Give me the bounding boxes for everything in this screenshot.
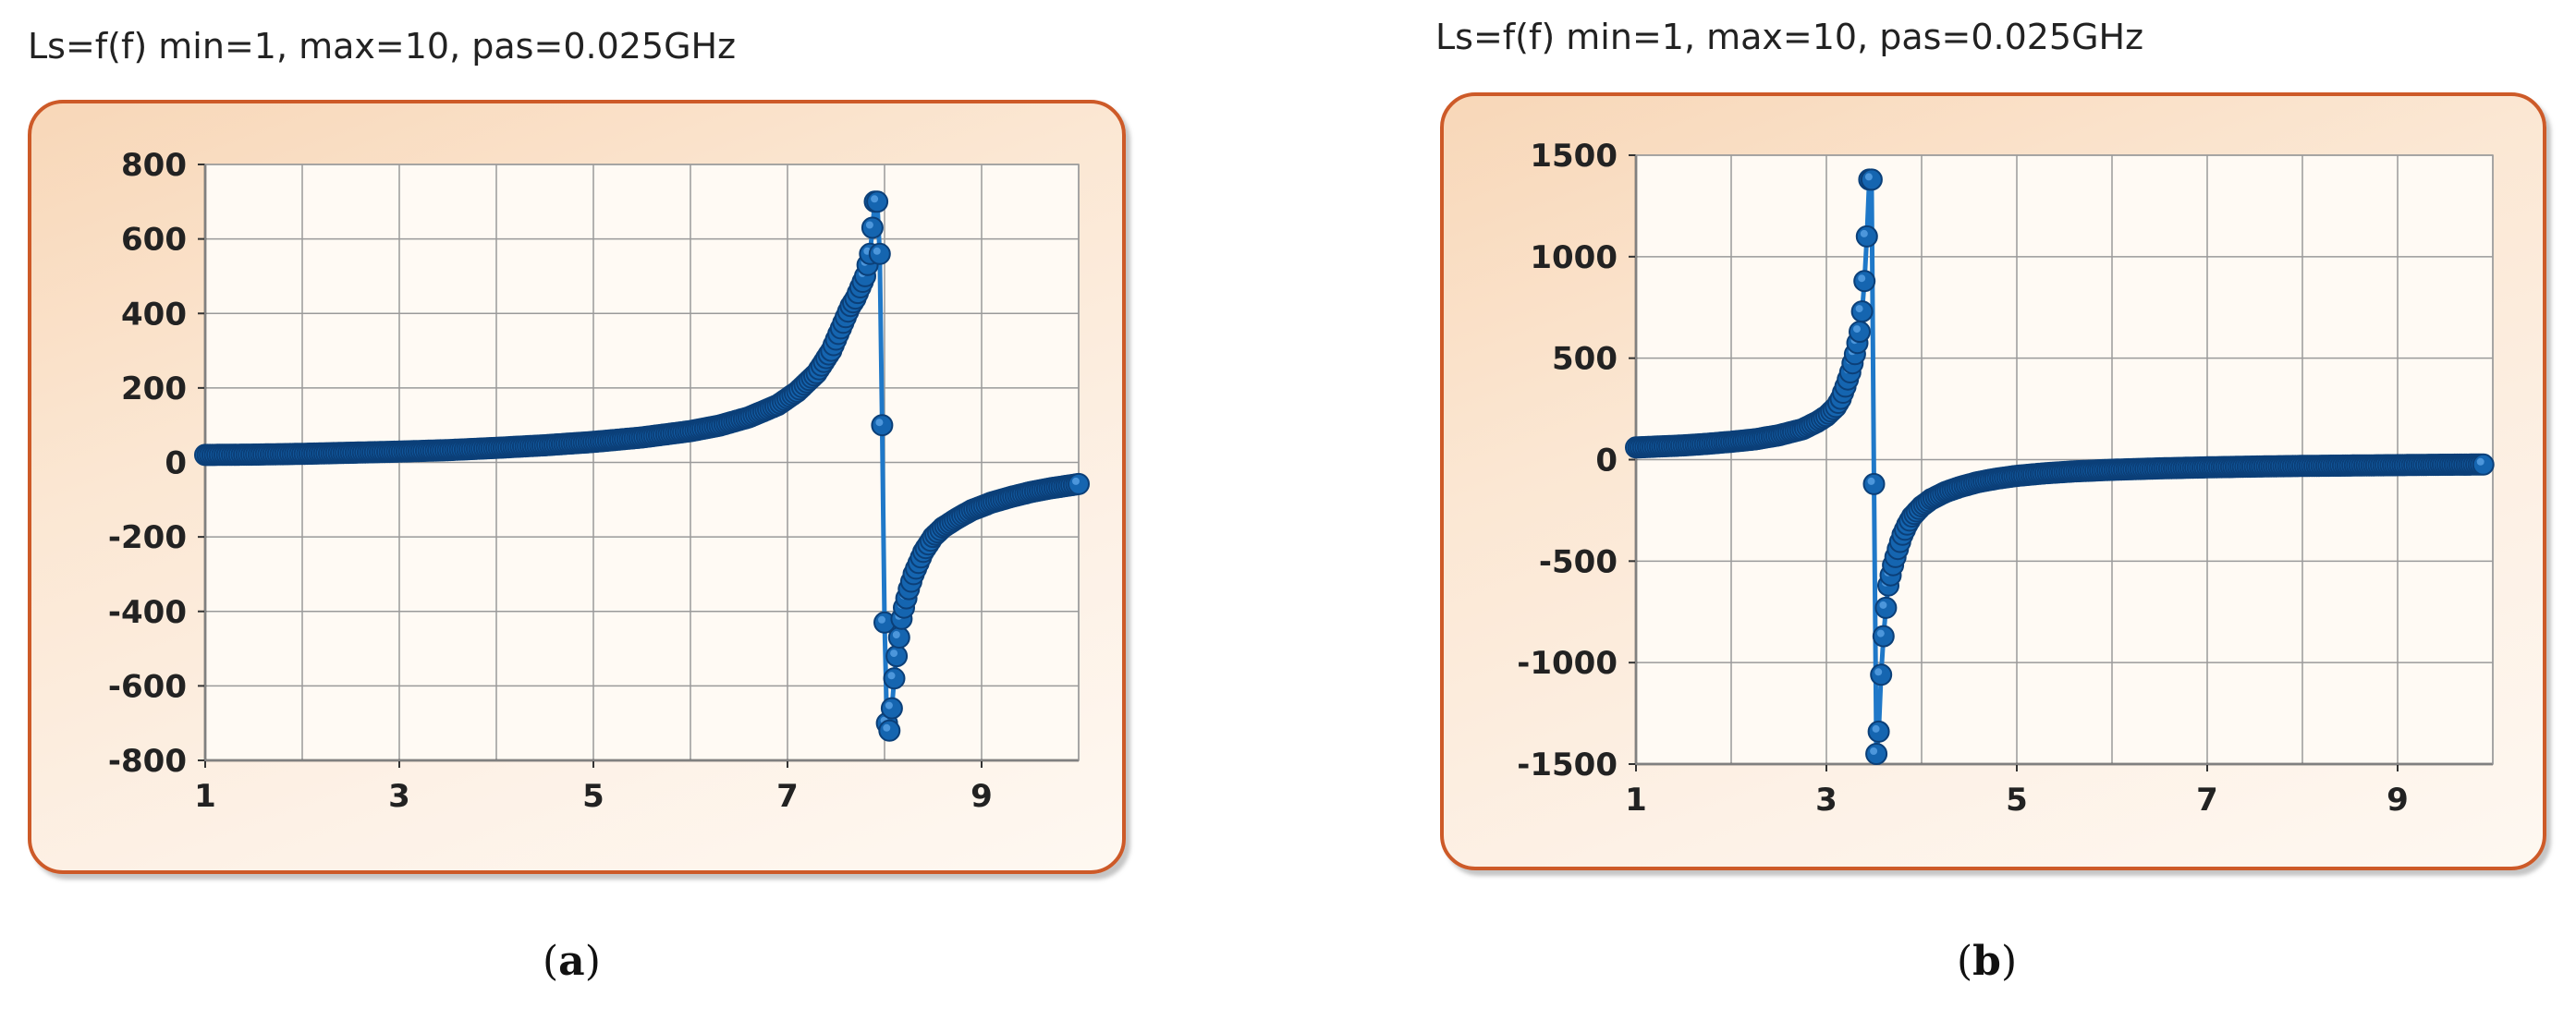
- y-tick-label: 0: [165, 445, 187, 482]
- data-point: [1862, 472, 1886, 495]
- data-point-highlight: [892, 631, 900, 638]
- data-point: [871, 414, 894, 437]
- data-point: [1870, 663, 1893, 686]
- data-point: [1874, 596, 1898, 619]
- data-point-highlight: [865, 221, 873, 229]
- y-tick-label: -1500: [1517, 747, 1618, 783]
- y-tick-label: 200: [121, 370, 187, 407]
- data-point: [880, 697, 903, 720]
- x-tick-label: 5: [582, 778, 604, 815]
- data-point: [2472, 453, 2495, 476]
- x-tick-label: 1: [1625, 782, 1647, 819]
- data-point: [1855, 225, 1878, 248]
- data-point-highlight: [1860, 229, 1868, 237]
- data-point-highlight: [1870, 747, 1878, 755]
- data-point-highlight: [873, 247, 881, 255]
- caption-a: (a): [543, 938, 601, 985]
- data-point: [887, 626, 910, 649]
- data-point: [868, 242, 891, 265]
- data-point-highlight: [871, 195, 879, 203]
- chart-panel-b: Ls=f(f) min=1, max=10, pas=0.025GHz 1500…: [1288, 0, 2576, 1020]
- y-tick-label: 1500: [1530, 138, 1618, 175]
- caption-label: b: [1972, 938, 2001, 985]
- data-point-highlight: [1855, 305, 1863, 313]
- y-tick-label: -400: [108, 594, 187, 631]
- data-point: [878, 719, 901, 742]
- data-point-highlight: [885, 701, 893, 710]
- data-point-highlight: [1864, 173, 1873, 181]
- data-point-highlight: [1872, 724, 1880, 733]
- chart-title: Ls=f(f) min=1, max=10, pas=0.025GHz: [28, 26, 737, 67]
- data-point: [1860, 168, 1883, 191]
- data-point-highlight: [1876, 629, 1885, 638]
- x-tick-label: 3: [388, 778, 410, 815]
- data-point-highlight: [1858, 274, 1866, 283]
- x-tick-label: 7: [2196, 782, 2218, 819]
- y-tick-label: 800: [121, 147, 187, 184]
- x-tick-label: 9: [2387, 782, 2409, 819]
- data-point-highlight: [878, 615, 885, 624]
- x-tick-label: 7: [776, 778, 799, 815]
- x-tick-label: 1: [194, 778, 216, 815]
- data-point: [866, 190, 889, 213]
- x-tick-label: 3: [1815, 782, 1837, 819]
- y-tick-label: 400: [121, 296, 187, 333]
- data-point: [1853, 270, 1876, 293]
- data-point: [885, 645, 909, 668]
- data-point-highlight: [883, 723, 891, 732]
- x-tick-label: 5: [2006, 782, 2028, 819]
- data-point-highlight: [1874, 668, 1883, 676]
- data-point-highlight: [1867, 477, 1875, 485]
- y-tick-label: -600: [108, 668, 187, 705]
- data-point: [1068, 472, 1090, 495]
- data-point: [1865, 743, 1888, 765]
- data-point: [861, 216, 884, 239]
- data-point: [1850, 300, 1874, 323]
- data-point: [1872, 625, 1895, 648]
- y-tick-label: 0: [1595, 443, 1618, 480]
- y-tick-label: 500: [1552, 341, 1618, 378]
- caption-label: a: [558, 938, 585, 985]
- y-tick-label: 1000: [1530, 239, 1618, 276]
- data-point-highlight: [1072, 477, 1080, 485]
- y-tick-label: 600: [121, 222, 187, 259]
- data-point: [1849, 321, 1871, 344]
- y-tick-label: -200: [108, 519, 187, 556]
- data-point-highlight: [890, 650, 898, 658]
- caption-b: (b): [1957, 938, 2018, 985]
- data-point-highlight: [887, 672, 896, 680]
- y-tick-label: -800: [108, 743, 187, 780]
- data-point: [883, 667, 906, 690]
- data-point-highlight: [1853, 325, 1861, 334]
- y-tick-label: -1000: [1517, 645, 1618, 682]
- data-point: [1867, 720, 1890, 743]
- y-tick-label: -500: [1539, 543, 1618, 580]
- chart-panel-a: Ls=f(f) min=1, max=10, pas=0.025GHz 800 6…: [28, 26, 1126, 985]
- data-point-highlight: [1879, 601, 1887, 609]
- data-point-highlight: [875, 419, 884, 427]
- data-point-highlight: [2476, 457, 2484, 466]
- x-tick-label: 9: [971, 778, 993, 815]
- chart-title: Ls=f(f) min=1, max=10, pas=0.025GHz: [1435, 17, 2144, 57]
